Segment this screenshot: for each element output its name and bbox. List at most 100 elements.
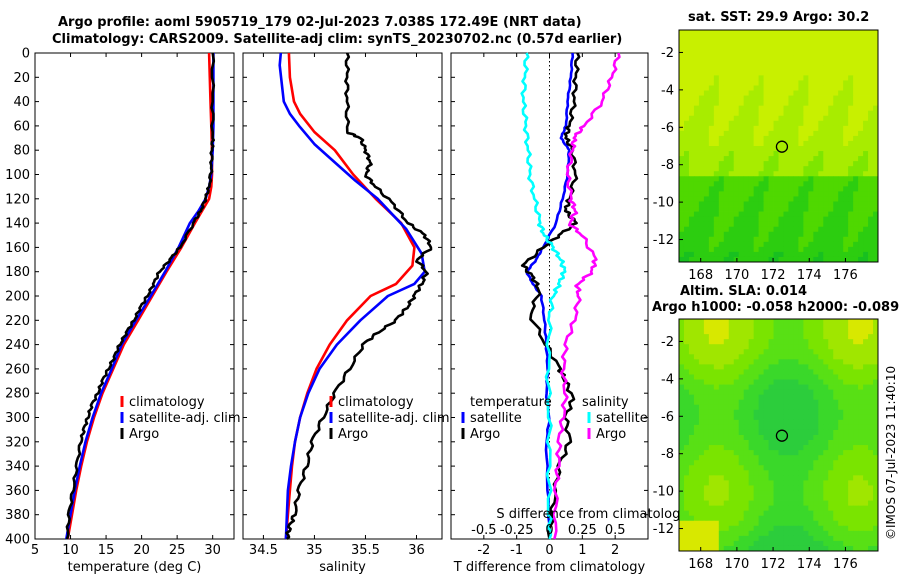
map-cell xyxy=(738,485,745,491)
map-cell xyxy=(843,181,849,187)
map-cell xyxy=(788,156,794,162)
map-cell xyxy=(803,435,809,441)
map-cell xyxy=(808,95,814,102)
map-cell xyxy=(698,176,705,182)
map-cell xyxy=(853,176,859,182)
salinity-series-2 xyxy=(285,52,433,540)
map-cell xyxy=(823,510,829,517)
map-cell xyxy=(783,130,789,137)
map-cell xyxy=(853,115,859,122)
map-cell xyxy=(863,120,869,127)
map-cell xyxy=(693,135,700,142)
map-cell xyxy=(753,151,760,157)
map-cell xyxy=(813,364,819,370)
map-cell xyxy=(773,196,779,202)
map-cell xyxy=(793,181,799,187)
map-cell xyxy=(758,339,764,345)
map-cell xyxy=(838,125,844,132)
map-cell xyxy=(813,460,819,466)
map-cell xyxy=(703,70,710,76)
map-cell xyxy=(783,241,789,248)
map-cell xyxy=(853,231,859,238)
map-cell xyxy=(763,414,769,421)
map-cell xyxy=(698,525,705,532)
map-cell xyxy=(748,161,755,167)
map-cell xyxy=(753,60,760,66)
map-cell xyxy=(873,211,879,218)
map-cell xyxy=(768,241,774,248)
map-cell xyxy=(773,525,779,532)
map-cell xyxy=(833,339,839,345)
map-cell xyxy=(783,455,789,461)
map-cell xyxy=(868,186,874,192)
map-cell xyxy=(758,100,764,107)
map-cell xyxy=(693,334,700,340)
map-cell xyxy=(703,161,710,167)
map-cell xyxy=(733,176,740,182)
map-cell xyxy=(723,221,730,228)
map-cell xyxy=(768,490,774,496)
map-cell xyxy=(828,414,834,421)
map-cell xyxy=(853,110,859,117)
map-cell xyxy=(723,429,730,436)
map-cell xyxy=(798,30,804,36)
map-cell xyxy=(823,70,829,76)
map-cell xyxy=(723,181,730,187)
map-cell xyxy=(818,500,824,507)
map-cell xyxy=(748,40,755,46)
map-cell xyxy=(853,85,859,91)
map-cell xyxy=(798,130,804,137)
map-cell xyxy=(718,354,725,360)
map-cell xyxy=(703,105,710,112)
map-cell xyxy=(748,146,755,152)
map-cell xyxy=(793,85,799,91)
map-cell xyxy=(823,374,829,380)
map-cell xyxy=(708,45,715,51)
map-cell xyxy=(803,231,809,238)
map-cell xyxy=(843,146,849,152)
map-cell xyxy=(813,211,819,218)
map-cell xyxy=(758,226,764,233)
map-cell xyxy=(743,196,750,202)
map-cell xyxy=(728,211,735,218)
map-cell xyxy=(698,530,705,537)
map-cell xyxy=(798,186,804,192)
map-cell xyxy=(868,374,874,380)
map-cell xyxy=(868,130,874,137)
map-cell xyxy=(679,429,685,436)
map-cell xyxy=(858,460,864,466)
map-cell xyxy=(813,146,819,152)
map-cell xyxy=(743,45,750,51)
map-cell xyxy=(818,211,824,218)
map-cell xyxy=(793,545,799,552)
map-cell xyxy=(818,359,824,365)
map-cell xyxy=(793,135,799,142)
map-cell xyxy=(703,525,710,532)
map-cell xyxy=(728,440,735,446)
map-cell xyxy=(838,211,844,218)
map-cell xyxy=(753,520,760,527)
map-cell xyxy=(848,490,854,496)
map-cell xyxy=(763,515,769,522)
map-y-tick-label: -6 xyxy=(661,410,674,425)
map-cell xyxy=(788,389,794,396)
map-cell xyxy=(758,414,764,421)
map-cell xyxy=(698,201,705,207)
map-cell xyxy=(748,545,755,552)
map-cell xyxy=(728,60,735,66)
map-cell xyxy=(768,520,774,527)
map-cell xyxy=(768,140,774,147)
map-cell xyxy=(783,231,789,238)
map-cell xyxy=(683,470,690,476)
map-cell xyxy=(858,221,864,228)
map-cell xyxy=(828,435,834,441)
map-cell xyxy=(718,435,725,441)
map-cell xyxy=(848,206,854,212)
map-cell xyxy=(738,60,745,66)
map-cell xyxy=(758,475,764,481)
map-cell xyxy=(813,201,819,207)
map-cell xyxy=(683,384,690,391)
difference-profile-xlabel: T difference from climatology xyxy=(453,560,646,575)
map-cell xyxy=(683,231,690,238)
map-cell xyxy=(813,171,819,177)
